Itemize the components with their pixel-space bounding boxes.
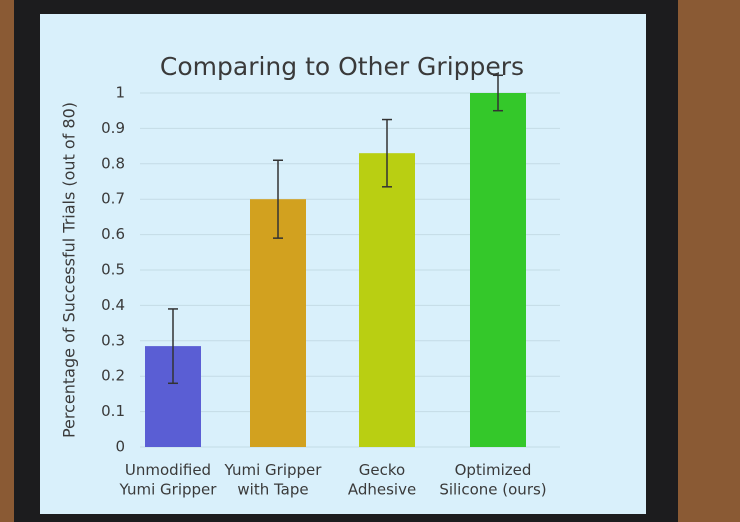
x-tick-label: Yumi Gripper with Tape xyxy=(224,461,323,499)
error-bar xyxy=(493,74,503,112)
y-tick-label: 0.7 xyxy=(101,190,125,208)
y-tick-label: 1 xyxy=(115,84,125,102)
y-tick-label: 0.3 xyxy=(101,331,125,349)
error-bar xyxy=(382,118,392,188)
y-tick-label: 0.6 xyxy=(101,225,125,243)
error-bar xyxy=(273,159,283,239)
x-tick-label: Gecko Adhesive xyxy=(348,461,416,499)
x-tick-label: Optimized Silicone (ours) xyxy=(439,461,546,499)
error-bar xyxy=(168,308,178,385)
y-tick-label: 0 xyxy=(115,438,125,456)
bar xyxy=(359,153,415,447)
chart-title: Comparing to Other Grippers xyxy=(160,52,524,81)
y-tick-label: 0.5 xyxy=(101,261,125,279)
bar xyxy=(250,199,306,447)
y-axis-label: Percentage of Successful Trials (out of … xyxy=(60,102,79,438)
x-tick-label: Unmodified Yumi Gripper xyxy=(119,461,218,499)
y-tick-label: 0.1 xyxy=(101,402,125,420)
bar xyxy=(470,93,526,447)
y-tick-label: 0.2 xyxy=(101,367,125,385)
y-tick-label: 0.8 xyxy=(101,154,125,172)
y-tick-label: 0.4 xyxy=(101,296,125,314)
y-tick-label: 0.9 xyxy=(101,119,125,137)
slide xyxy=(40,14,646,514)
